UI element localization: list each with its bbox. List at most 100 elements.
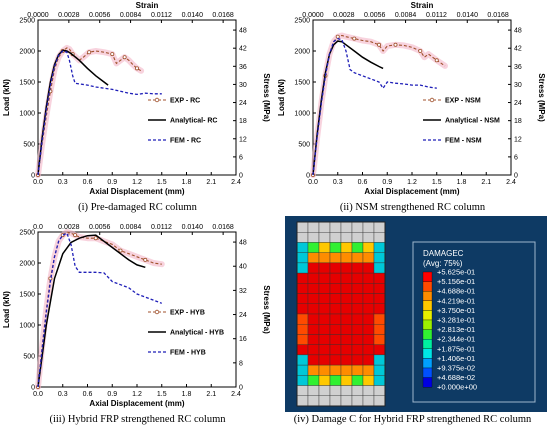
- x2-tick-label: 0.0084: [120, 12, 142, 19]
- series-point: [434, 58, 439, 63]
- y2-tick-label: 12: [239, 136, 247, 143]
- caption-num-2: (ii): [339, 202, 353, 213]
- mesh-cell: [307, 221, 320, 233]
- caption-4: (iv) Damage C for Hybrid FRP strengthene…: [275, 414, 550, 425]
- legend-label: EXP - NSM: [445, 98, 481, 105]
- mesh-cell: [318, 313, 331, 325]
- mesh-cell: [318, 272, 331, 284]
- x-tick-label: 2.1: [206, 391, 216, 398]
- mesh-cell: [296, 364, 309, 376]
- x2-tick-label: 0.0140: [182, 224, 204, 231]
- mesh-cell: [373, 395, 386, 407]
- legend-frame: [412, 241, 536, 403]
- mesh-cell: [362, 252, 375, 264]
- y-tick-label: 0: [31, 173, 35, 180]
- mesh-cell: [307, 242, 320, 253]
- mesh-cell: [329, 344, 342, 356]
- x-tick-label: 1.2: [132, 391, 142, 398]
- x2-axis-label: Strain: [136, 1, 159, 10]
- mesh-cell: [340, 375, 353, 386]
- mesh-cell: [307, 354, 320, 366]
- mesh-cell: [373, 242, 386, 253]
- mesh-cell: [307, 375, 320, 386]
- chart-panel-3: 0.0 0.3 0.6 0.9 1.2 1.5 1.8 2.1 2.4 0 500 1000 1500 2…: [0, 212, 275, 412]
- mesh-cell: [373, 385, 386, 396]
- legend-color-bin: [422, 319, 433, 330]
- mesh-cell: [373, 313, 386, 325]
- mesh-cell: [340, 252, 353, 264]
- caption-3: (iii) Hybrid FRP strengthened RC column: [0, 414, 275, 425]
- mesh-cell: [362, 221, 375, 233]
- y2-tick-label: 30: [239, 82, 247, 89]
- mesh-cell: [307, 303, 320, 315]
- mesh-cell: [318, 334, 331, 345]
- mesh-cell: [362, 293, 375, 304]
- mesh-cell: [362, 283, 375, 294]
- mesh-cell: [329, 262, 342, 274]
- series-point: [118, 248, 123, 253]
- x2-tick-label: 0.0084: [120, 224, 142, 231]
- y-tick-label: 2500: [19, 230, 35, 237]
- y2-tick-label: 6: [239, 154, 243, 161]
- y-tick-label: 2000: [294, 49, 310, 56]
- mesh-cell: [373, 303, 386, 315]
- mesh-cell: [340, 272, 353, 284]
- mesh-cell: [318, 221, 331, 233]
- mesh-cell: [373, 252, 386, 264]
- mesh-cell: [373, 344, 386, 356]
- mesh-cell: [296, 272, 309, 284]
- y2-tick-label: 48: [514, 28, 522, 35]
- mesh-cell: [307, 385, 320, 396]
- series-point: [110, 52, 115, 57]
- mesh-cell: [296, 283, 309, 294]
- mesh-cell: [373, 334, 386, 345]
- caption-num-1: (i): [78, 202, 89, 213]
- series-point: [418, 49, 423, 54]
- mesh-cell: [307, 232, 320, 243]
- chart-nsm-strengthened: 0.0 0.3 0.6 0.9 1.2 1.5 1.8 2.1 2.40500100015002…: [277, 1, 546, 196]
- series-line-0: [37, 47, 142, 176]
- series-point: [87, 50, 92, 55]
- mesh-cell: [362, 272, 375, 284]
- mesh-cell: [296, 262, 309, 274]
- x-tick-label: 0.0: [33, 179, 43, 186]
- x-tick-label: 2.1: [481, 179, 491, 186]
- y2-axis-label: Stress (MPa): [262, 285, 271, 334]
- mesh-cell: [329, 272, 342, 284]
- series-line-2: [37, 232, 163, 388]
- x-axis-label: Axial Displacement (mm): [89, 399, 184, 408]
- mesh-cell: [318, 385, 331, 396]
- x2-tick-label: 0.0168: [487, 12, 509, 19]
- y2-tick-label: 8: [239, 360, 243, 367]
- mesh-cell: [340, 334, 353, 345]
- legend-color-bin: [422, 329, 433, 340]
- mesh-cell: [296, 385, 309, 396]
- y-tick-label: 1000: [19, 111, 35, 118]
- mesh-cell: [362, 232, 375, 243]
- legend-label: EXP - HYB: [170, 310, 205, 317]
- y2-tick-label: 0: [239, 173, 243, 180]
- caption-text-1: Pre-damaged RC column: [88, 202, 197, 213]
- mesh-cell: [362, 324, 375, 335]
- caption-2: (ii) NSM strengthened RC column: [275, 202, 550, 213]
- caption-1: (i) Pre-damaged RC column: [0, 202, 275, 213]
- column-outline: [296, 221, 386, 407]
- y-tick-label: 2000: [19, 49, 35, 56]
- mesh-cell: [307, 344, 320, 356]
- mesh-cell: [351, 364, 364, 376]
- legend-value: +2.344e-01: [437, 335, 475, 344]
- y-axis-label: Load (kN): [2, 79, 11, 116]
- legend-value: +1.406e-01: [437, 354, 475, 363]
- caption-text-4: Damage C for Hybrid FRP strengthened RC …: [308, 414, 532, 425]
- y2-tick-label: 48: [239, 28, 247, 35]
- x-tick-label: 2.4: [506, 179, 516, 186]
- mesh-cell: [318, 364, 331, 376]
- damage-contour: DAMAGEC(Avg: 75%)+5.625e-01+5.156e-01+4.…: [296, 221, 536, 407]
- mesh-cell: [296, 313, 309, 325]
- mesh-cell: [318, 242, 331, 253]
- x-tick-label: 1.5: [157, 391, 167, 398]
- x-tick-label: 0.6: [83, 179, 93, 186]
- legend-color-bin: [422, 291, 433, 301]
- y2-axis-label: Stress (MPa): [262, 73, 271, 122]
- y-tick-label: 1500: [19, 292, 35, 299]
